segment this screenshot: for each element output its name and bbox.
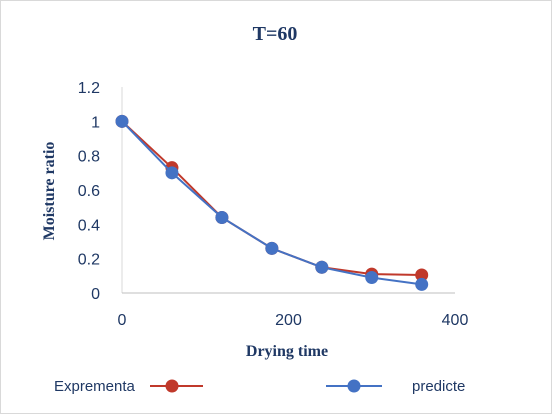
y-tick-label: 0.8	[78, 149, 100, 166]
x-tick-labels: 0 200 400	[118, 312, 469, 329]
data-point-series-2	[415, 277, 429, 291]
series-line-2	[121, 120, 422, 286]
y-tick-labels: 0 0.2 0.4 0.6 0.8 1 1.2	[78, 80, 100, 303]
data-point-series-2	[115, 114, 129, 128]
y-axis-title: Moisture ratio	[41, 142, 58, 241]
data-point-series-2	[265, 241, 279, 255]
data-point-series-2	[315, 260, 329, 274]
series-layer	[115, 114, 429, 291]
y-tick-label: 0.2	[78, 252, 100, 269]
legend-label-2: predicte	[412, 378, 465, 395]
data-point-series-1	[415, 268, 429, 282]
y-tick-label: 0	[91, 286, 100, 303]
y-tick-label: 0.6	[78, 183, 100, 200]
legend: Exprementa predicte	[54, 378, 465, 395]
chart-title: T=60	[253, 23, 298, 45]
y-tick-label: 1.2	[78, 80, 100, 97]
x-axis-title: Drying time	[246, 343, 328, 360]
legend-label-1: Exprementa	[54, 378, 136, 395]
x-tick-label: 200	[275, 312, 302, 329]
y-tick-label: 1	[91, 114, 100, 131]
x-tick-label: 0	[118, 312, 127, 329]
data-point-series-2	[365, 271, 379, 285]
x-tick-label: 400	[442, 312, 469, 329]
data-point-series-2	[215, 210, 229, 224]
y-tick-label: 0.4	[78, 217, 100, 234]
legend-marker-2	[347, 379, 361, 393]
data-point-series-2	[165, 166, 179, 180]
legend-marker-1	[165, 379, 179, 393]
